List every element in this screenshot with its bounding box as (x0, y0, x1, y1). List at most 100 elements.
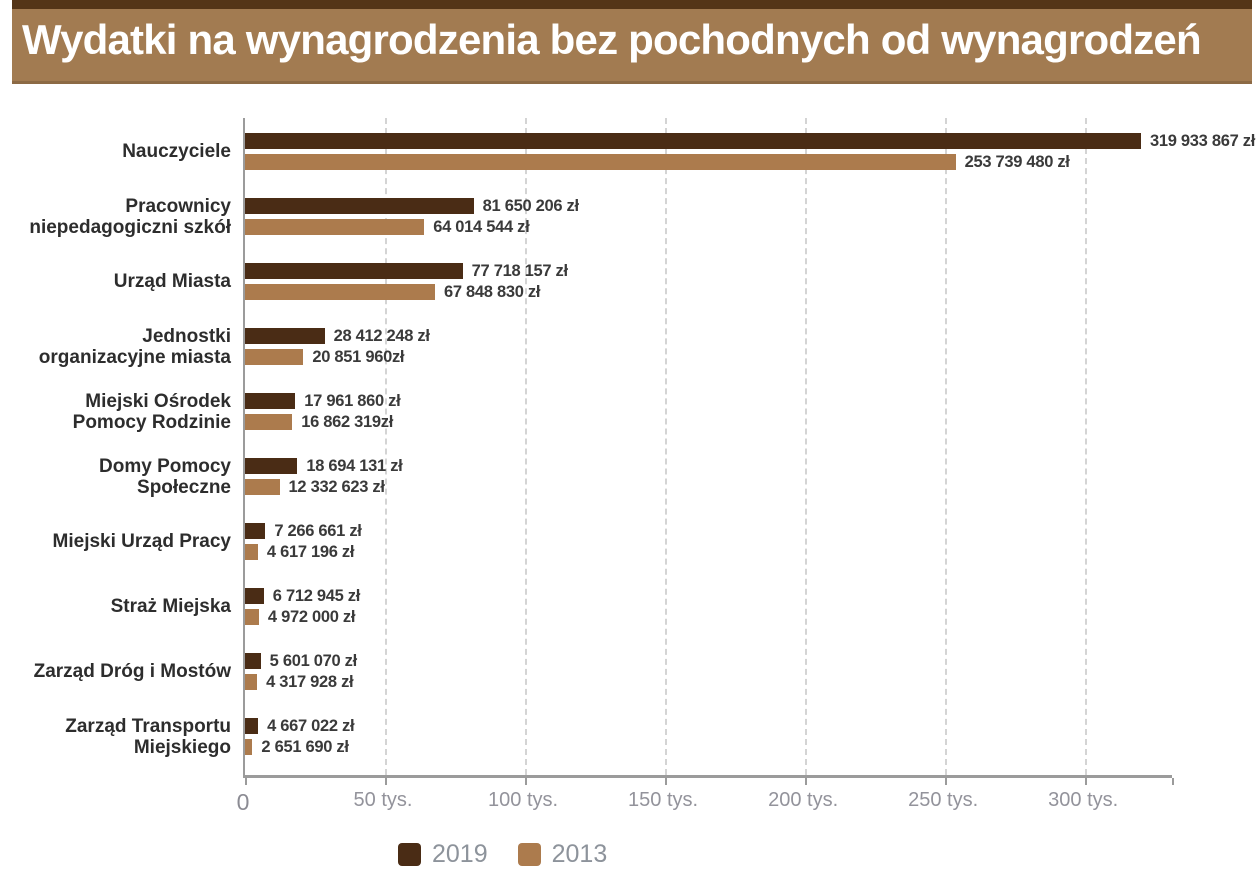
category-label-10: Zarząd Transportu Miejskiego (0, 715, 231, 758)
x-tick-label: 150 tys. (628, 789, 699, 811)
bar-value-2019-3: 77 718 157 zł (471, 262, 568, 280)
bar-value-2019-4: 28 412 248 zł (333, 327, 430, 345)
category-label-line: Pracownicy (125, 195, 231, 217)
category-label-line: Społeczne (137, 476, 231, 498)
axis-tick (525, 778, 528, 785)
x-tick-label: 300 tys. (1048, 789, 1119, 811)
bar-2013-8 (245, 609, 259, 625)
bar-2019-5 (245, 393, 296, 409)
gridline-100-tys. (525, 118, 528, 775)
bar-value-2013-4: 20 851 960zł (312, 348, 405, 366)
legend-label-2019: 2019 (432, 840, 488, 868)
banner-top-strip (12, 0, 1252, 9)
bar-value-2013-1: 253 739 480 zł (964, 153, 1070, 171)
gridline-200-tys. (805, 118, 808, 775)
legend-item-2019: 2019 (398, 840, 488, 869)
category-label-line: Jednostki (142, 325, 231, 347)
gridline-150-tys. (665, 118, 668, 775)
category-label-line: Pomocy Rodzinie (72, 411, 231, 433)
category-label-line: Straż Miejska (110, 596, 231, 617)
axis-end-tick (1172, 778, 1174, 785)
x-tick-label: 250 tys. (908, 789, 979, 811)
category-labels: Nauczyciele Pracownicy niepedagogiczni szk… (0, 118, 231, 775)
category-label-line: Domy Pomocy (99, 455, 231, 477)
bar-value-2019-7: 7 266 661 zł (274, 522, 362, 540)
bar-value-2013-10: 2 651 690 zł (261, 738, 349, 756)
axis-tick (665, 778, 668, 785)
bar-value-2019-9: 5 601 070 zł (269, 652, 358, 670)
bar-2019-3 (245, 263, 463, 279)
legend-swatch-2019 (398, 843, 421, 866)
plot-area: 319 933 867 zł 253 739 480 zł 81 650 206 z… (243, 118, 1255, 785)
bar-2013-9 (245, 674, 258, 690)
axis-tick (805, 778, 808, 785)
gridline-300-tys. (1085, 118, 1088, 775)
bar-2019-10 (245, 718, 259, 734)
category-label-line: Miejski Ośrodek (85, 390, 231, 412)
category-label-8: Straż Miejska (0, 586, 231, 627)
x-tick-label: 0 (236, 789, 250, 815)
bar-2013-1 (245, 154, 956, 170)
bar-2013-2 (245, 219, 425, 235)
category-label-line: Miejski Urząd Pracy (52, 531, 231, 552)
bar-value-2013-8: 4 972 000 zł (267, 608, 356, 626)
x-tick-label: 100 tys. (488, 789, 559, 811)
bar-value-2019-2: 81 650 206 zł (482, 197, 579, 215)
bar-value-2013-3: 67 848 830 zł (444, 283, 541, 301)
category-label-3: Urząd Miasta (0, 261, 231, 302)
bar-value-2013-6: 12 332 623 zł (288, 478, 385, 496)
category-label-2: Pracownicy niepedagogiczni szkół (0, 195, 231, 238)
category-label-line: Miejskiego (133, 736, 231, 758)
bar-2019-7 (245, 523, 266, 539)
bar-2019-9 (245, 653, 261, 669)
axis-tick (1085, 778, 1088, 785)
category-label-line: Zarząd Transportu (65, 715, 231, 737)
x-tick-label: 50 tys. (353, 789, 413, 811)
title-banner: Wydatki na wynagrodzenia bez pochodnych … (12, 0, 1252, 84)
bar-value-2019-8: 6 712 945 zł (272, 587, 361, 605)
category-label-line: Zarząd Dróg i Mostów (33, 661, 231, 682)
category-label-line: Nauczyciele (122, 141, 231, 162)
axis-tick (245, 778, 247, 785)
category-label-6: Domy Pomocy Społeczne (0, 455, 231, 498)
bar-value-2019-10: 4 667 022 zł (267, 717, 355, 735)
category-label-line: organizacyjne miasta (38, 346, 231, 368)
bar-value-2019-1: 319 933 867 zł (1150, 132, 1255, 150)
page-title: Wydatki na wynagrodzenia bez pochodnych … (22, 16, 1202, 63)
bar-2013-7 (245, 544, 258, 560)
bar-value-2013-9: 4 317 928 zł (266, 673, 354, 691)
bar-2019-1 (245, 133, 1141, 149)
x-axis-labels: 0 50 tys. 100 tys. 150 tys. 200 tys. 250 tys.… (237, 789, 1170, 821)
bar-2013-10 (245, 739, 253, 755)
category-label-5: Miejski Ośrodek Pomocy Rodzinie (0, 390, 231, 433)
bar-value-2019-6: 18 694 131 zł (306, 457, 403, 475)
bar-2013-5 (245, 414, 293, 430)
category-label-9: Zarząd Dróg i Mostów (0, 651, 231, 692)
bar-2013-4 (245, 349, 304, 365)
legend-item-2013: 2013 (517, 840, 608, 869)
axis-tick (945, 778, 948, 785)
bar-2019-4 (245, 328, 325, 344)
bar-value-2019-5: 17 961 860 zł (304, 392, 401, 410)
gridline-250-tys. (945, 118, 948, 775)
bar-value-2013-7: 4 617 196 zł (266, 543, 355, 561)
legend: 2019 2013 (398, 840, 607, 869)
gridline-50-tys. (385, 118, 388, 775)
bar-2019-8 (245, 588, 264, 604)
x-tick-label: 200 tys. (768, 789, 839, 811)
bar-2019-6 (245, 458, 298, 474)
category-label-7: Miejski Urząd Pracy (0, 521, 231, 562)
legend-swatch-2013 (517, 843, 541, 866)
bar-2013-3 (245, 284, 436, 300)
axis-tick (385, 778, 388, 785)
category-label-line: Urząd Miasta (113, 271, 231, 292)
category-label-line: niepedagogiczni szkół (29, 216, 231, 238)
bar-2013-6 (245, 479, 280, 495)
bar-value-2013-5: 16 862 319zł (301, 413, 394, 431)
category-label-4: Jednostki organizacyjne miasta (0, 325, 231, 368)
legend-label-2013: 2013 (551, 840, 608, 868)
bar-2019-2 (245, 198, 474, 214)
category-label-1: Nauczyciele (0, 131, 231, 172)
bar-value-2013-2: 64 014 544 zł (433, 218, 530, 236)
